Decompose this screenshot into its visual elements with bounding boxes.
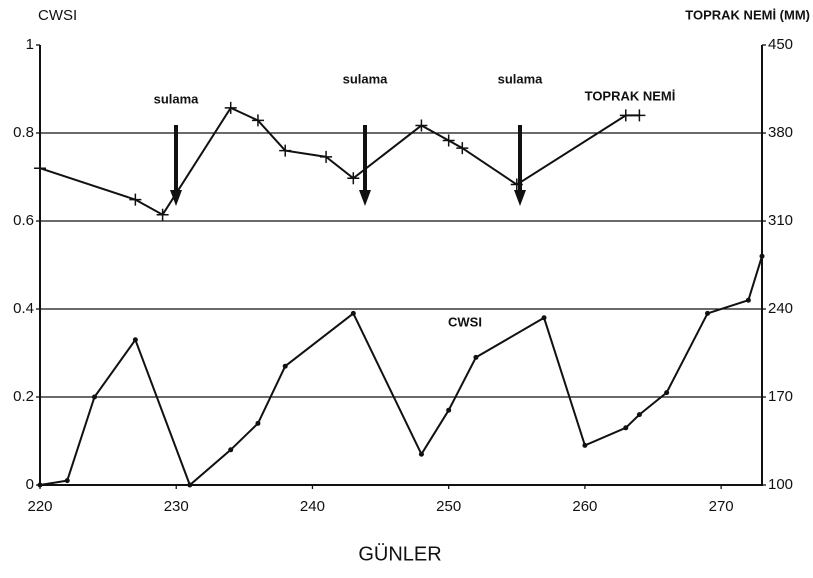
dot-marker — [473, 354, 479, 360]
dot-marker — [636, 412, 642, 418]
plus-marker — [34, 162, 46, 175]
dot-marker — [187, 482, 193, 488]
x-axis-title: GÜNLER — [358, 543, 441, 565]
arrow-head — [514, 190, 526, 206]
y2-tick-label: 310 — [768, 212, 793, 229]
annotation: sulama — [343, 71, 389, 86]
series-line — [39, 255, 763, 487]
x-tick-label: 240 — [300, 498, 325, 515]
plus-marker — [456, 142, 469, 155]
dot-marker — [37, 482, 43, 488]
y-tick-label: 0.6 — [13, 212, 34, 229]
arrow-head — [170, 190, 182, 206]
plus-marker — [320, 150, 333, 163]
dot-marker — [132, 337, 138, 343]
plus-marker — [129, 193, 142, 206]
annotation: CWSI — [448, 314, 482, 329]
plus-marker — [633, 109, 646, 122]
dot-marker — [350, 310, 356, 316]
x-tick-label: 230 — [164, 498, 189, 515]
annotation: TOPRAK NEMİ — [585, 88, 676, 103]
dot-marker — [64, 478, 70, 484]
plus-marker — [619, 109, 632, 122]
dot-marker — [228, 447, 234, 453]
y-tick-label: 0.8 — [13, 124, 34, 141]
dot-marker — [664, 390, 670, 396]
dot-marker — [623, 425, 629, 431]
dot-marker — [705, 310, 711, 316]
series-line — [39, 106, 640, 217]
y2-axis-title: TOPRAK NEMİ (MM) — [685, 7, 810, 22]
y2-tick-label: 380 — [768, 124, 793, 141]
y-tick-label: 0.2 — [13, 388, 34, 405]
x-tick-label: 260 — [572, 498, 597, 515]
plus-marker — [347, 172, 360, 185]
dot-marker — [91, 394, 97, 400]
x-tick-label: 270 — [709, 498, 734, 515]
y-tick-label: 0 — [26, 476, 34, 493]
plus-marker — [442, 134, 455, 147]
x-tick-label: 220 — [27, 498, 52, 515]
dot-marker — [418, 451, 424, 457]
annotation: sulama — [498, 71, 544, 86]
x-tick-label: 250 — [436, 498, 461, 515]
y2-tick-label: 170 — [768, 388, 793, 405]
plus-marker — [251, 114, 264, 127]
dot-marker — [759, 253, 765, 259]
y-axis-title: CWSI — [38, 7, 77, 24]
y2-tick-label: 240 — [768, 300, 793, 317]
dot-marker — [582, 442, 588, 448]
dot-marker — [282, 363, 288, 369]
y-tick-label: 1 — [26, 36, 34, 53]
dot-marker — [446, 407, 452, 413]
y2-tick-label: 450 — [768, 36, 793, 53]
dot-marker — [255, 420, 261, 426]
axes — [39, 45, 763, 486]
plus-marker — [415, 119, 428, 132]
plus-marker — [224, 101, 237, 114]
dot-marker — [745, 297, 751, 303]
plus-marker — [156, 208, 169, 221]
y-tick-label: 0.4 — [13, 300, 34, 317]
y2-tick-label: 100 — [768, 476, 793, 493]
dot-marker — [541, 315, 547, 321]
plus-marker — [279, 144, 292, 157]
arrow-head — [359, 190, 371, 206]
annotation: sulama — [154, 91, 200, 106]
